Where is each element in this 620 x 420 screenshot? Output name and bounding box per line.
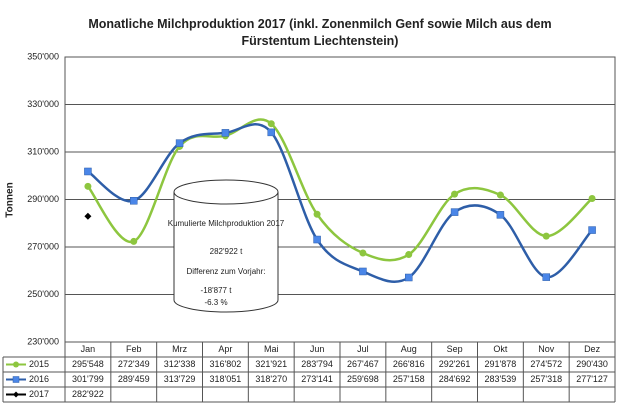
marker	[496, 191, 504, 199]
table-value: 259'698	[347, 374, 379, 384]
table-value: 267'467	[347, 359, 379, 369]
annotation-text: Differenz zum Vorjahr:	[187, 267, 266, 276]
table-value: 313'729	[164, 374, 196, 384]
x-tick-label: Mai	[264, 344, 279, 354]
table-value: 283'794	[301, 359, 333, 369]
marker	[130, 237, 138, 245]
marker	[405, 251, 413, 259]
y-tick-label: 270'000	[27, 241, 59, 251]
x-tick-label: Aug	[401, 344, 417, 354]
series-line	[87, 122, 594, 283]
table-value: 273'141	[301, 374, 333, 384]
x-tick-label: Dez	[584, 344, 601, 354]
marker	[450, 208, 459, 216]
table-value: 301'799	[72, 374, 104, 384]
x-tick-label: Mrz	[172, 344, 187, 354]
annotation-text: Kumulierte Milchproduktion 2017	[168, 219, 285, 228]
marker	[175, 139, 184, 147]
table-value: 266'816	[393, 359, 425, 369]
table-value: 321'921	[255, 359, 287, 369]
marker	[13, 391, 19, 398]
legend-label: 2016	[29, 374, 49, 384]
table-value: 284'692	[439, 374, 471, 384]
chart-title: Monatliche Milchproduktion 2017 (inkl. Z…	[88, 17, 552, 48]
table-value: 257'158	[393, 374, 425, 384]
marker	[84, 182, 92, 190]
x-tick-label: Okt	[493, 344, 508, 354]
marker	[542, 232, 550, 240]
table-value: 289'459	[118, 374, 150, 384]
marker	[84, 212, 92, 220]
marker	[12, 376, 20, 383]
table-value: 312'338	[164, 359, 196, 369]
table-value: 290'430	[576, 359, 608, 369]
y-tick-label: 250'000	[27, 289, 59, 299]
x-tick-label: Jul	[357, 344, 369, 354]
table-value: 274'572	[530, 359, 562, 369]
marker	[359, 267, 367, 276]
marker	[588, 226, 596, 234]
x-tick-label: Sep	[447, 344, 463, 354]
annotation-shape	[173, 192, 279, 313]
y-tick-label: 230'000	[27, 336, 59, 346]
y-axis-title: Tonnen	[5, 182, 16, 217]
marker	[13, 361, 19, 368]
legend-label: 2017	[29, 389, 49, 399]
marker	[267, 128, 275, 137]
table-value: 282'922	[72, 389, 104, 399]
marker	[496, 211, 505, 219]
table-value: 272'349	[118, 359, 150, 369]
table-value: 291'878	[485, 359, 517, 369]
marker	[130, 197, 138, 205]
table-value: 318'051	[210, 374, 242, 384]
x-tick-label: Nov	[538, 344, 555, 354]
annotation-text: -18'877 t	[201, 286, 233, 295]
y-tick-label: 330'000	[27, 99, 59, 109]
x-tick-label: Apr	[218, 344, 232, 354]
x-tick-label: Feb	[126, 344, 142, 354]
marker	[313, 210, 321, 218]
table-value: 257'318	[530, 374, 562, 384]
table-value: 277'127	[576, 374, 608, 384]
marker	[588, 194, 596, 202]
annotation-shape	[173, 179, 279, 205]
marker	[84, 167, 92, 176]
marker	[267, 120, 275, 128]
series-line	[86, 118, 593, 262]
marker	[405, 273, 413, 282]
marker	[313, 235, 321, 244]
y-tick-label: 290'000	[27, 194, 59, 204]
x-tick-label: Jan	[81, 344, 96, 354]
table-value: 316'802	[210, 359, 242, 369]
marker	[221, 129, 230, 137]
marker	[542, 273, 550, 281]
table-value: 318'270	[255, 374, 287, 384]
legend-label: 2015	[29, 359, 49, 369]
annotation-text: -6.3 %	[204, 298, 227, 307]
y-tick-label: 310'000	[27, 146, 59, 156]
marker	[359, 249, 367, 257]
y-tick-label: 350'000	[27, 51, 59, 61]
table-value: 292'261	[439, 359, 471, 369]
table-value: 295'548	[72, 359, 104, 369]
table-value: 283'539	[485, 374, 517, 384]
marker	[451, 190, 459, 198]
x-tick-label: Jun	[310, 344, 325, 354]
annotation-text: 282'922 t	[210, 247, 243, 256]
